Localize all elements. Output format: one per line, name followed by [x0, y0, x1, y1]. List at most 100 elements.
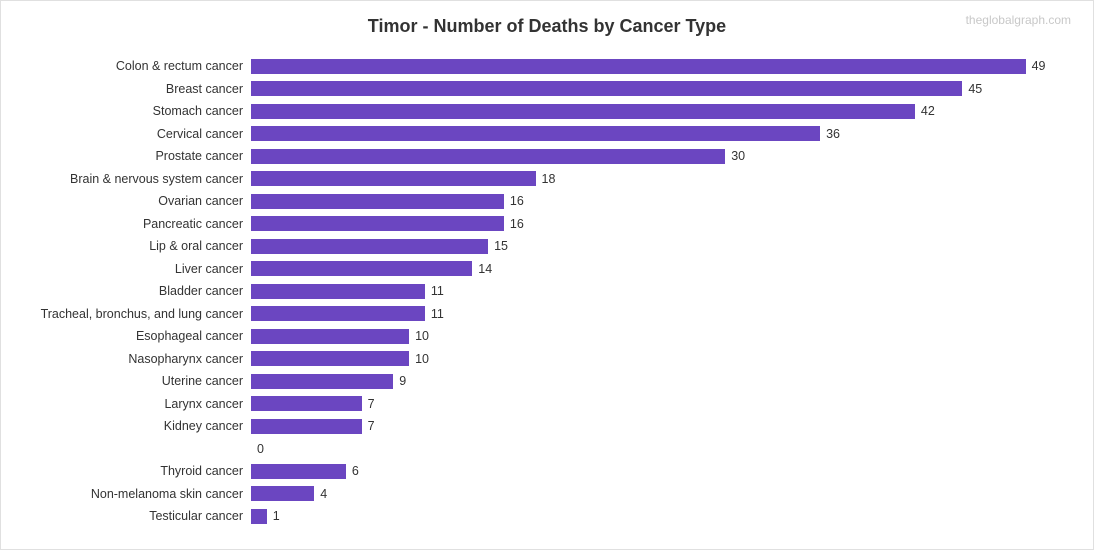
bar — [251, 419, 362, 434]
bar-track: 10 — [251, 348, 1073, 371]
value-label: 11 — [431, 284, 444, 298]
category-label: Prostate cancer — [21, 149, 251, 163]
bar — [251, 59, 1026, 74]
bar-row: Larynx cancer 7 — [21, 393, 1073, 416]
value-label: 6 — [352, 464, 359, 478]
chart-container: theglobalgraph.com Timor - Number of Dea… — [0, 0, 1094, 550]
bar-row: 0 — [21, 438, 1073, 461]
bar-track: 45 — [251, 78, 1073, 101]
bar — [251, 149, 725, 164]
bar-track: 42 — [251, 100, 1073, 123]
bar-row: Non-melanoma skin cancer 4 — [21, 483, 1073, 506]
bar — [251, 374, 393, 389]
bar-track: 11 — [251, 280, 1073, 303]
bar-row: Liver cancer 14 — [21, 258, 1073, 281]
bar-row: Testicular cancer 1 — [21, 505, 1073, 528]
bar-track: 36 — [251, 123, 1073, 146]
bar — [251, 171, 536, 186]
bar — [251, 284, 425, 299]
value-label: 9 — [399, 374, 406, 388]
value-label: 16 — [510, 194, 524, 208]
watermark-text: theglobalgraph.com — [966, 13, 1071, 27]
bar-track: 16 — [251, 213, 1073, 236]
bar — [251, 261, 472, 276]
category-label: Liver cancer — [21, 262, 251, 276]
bar-track: 4 — [251, 483, 1073, 506]
value-label: 18 — [542, 172, 556, 186]
bar-track: 30 — [251, 145, 1073, 168]
value-label: 15 — [494, 239, 508, 253]
bar — [251, 126, 820, 141]
category-label: Testicular cancer — [21, 509, 251, 523]
category-label: Brain & nervous system cancer — [21, 172, 251, 186]
category-label: Thyroid cancer — [21, 464, 251, 478]
bar-track: 9 — [251, 370, 1073, 393]
bar-row: Kidney cancer 7 — [21, 415, 1073, 438]
category-label: Stomach cancer — [21, 104, 251, 118]
bar-row: Ovarian cancer 16 — [21, 190, 1073, 213]
bar — [251, 194, 504, 209]
category-label: Ovarian cancer — [21, 194, 251, 208]
value-label: 49 — [1032, 59, 1046, 73]
bar-track: 14 — [251, 258, 1073, 281]
bar — [251, 239, 488, 254]
bar-track: 49 — [251, 55, 1073, 78]
value-label: 0 — [257, 442, 264, 456]
chart-title: Timor - Number of Deaths by Cancer Type — [21, 16, 1073, 37]
category-label: Tracheal, bronchus, and lung cancer — [21, 307, 251, 321]
value-label: 45 — [968, 82, 982, 96]
value-label: 11 — [431, 307, 444, 321]
bar-track: 11 — [251, 303, 1073, 326]
value-label: 30 — [731, 149, 745, 163]
bar-track: 18 — [251, 168, 1073, 191]
bar-row: Pancreatic cancer 16 — [21, 213, 1073, 236]
value-label: 1 — [273, 509, 280, 523]
bar-track: 6 — [251, 460, 1073, 483]
plot-area: Colon & rectum cancer49Breast cancer45 St… — [21, 55, 1073, 528]
bar — [251, 329, 409, 344]
category-label: Nasopharynx cancer — [21, 352, 251, 366]
category-label: Non-melanoma skin cancer — [21, 487, 251, 501]
bar-row: Lip & oral cancer 15 — [21, 235, 1073, 258]
category-label: Pancreatic cancer — [21, 217, 251, 231]
bar — [251, 104, 915, 119]
bar — [251, 486, 314, 501]
bar — [251, 351, 409, 366]
category-label: Cervical cancer — [21, 127, 251, 141]
bar-row: Bladder cancer 11 — [21, 280, 1073, 303]
value-label: 14 — [478, 262, 492, 276]
bar — [251, 81, 962, 96]
value-label: 4 — [320, 487, 327, 501]
value-label: 7 — [368, 397, 375, 411]
value-label: 16 — [510, 217, 524, 231]
bar-row: Brain & nervous system cancer 18 — [21, 168, 1073, 191]
bar-track: 7 — [251, 393, 1073, 416]
bar-row: Cervical cancer 36 — [21, 123, 1073, 146]
category-label: Lip & oral cancer — [21, 239, 251, 253]
bar-track: 1 — [251, 505, 1073, 528]
bar — [251, 216, 504, 231]
category-label: Bladder cancer — [21, 284, 251, 298]
bar-row: Esophageal cancer10 — [21, 325, 1073, 348]
bar-track: 0 — [251, 438, 1073, 461]
value-label: 7 — [368, 419, 375, 433]
bar — [251, 396, 362, 411]
bar — [251, 306, 425, 321]
bar-row: Breast cancer45 — [21, 78, 1073, 101]
bar-track: 15 — [251, 235, 1073, 258]
category-label: Kidney cancer — [21, 419, 251, 433]
category-label: Uterine cancer — [21, 374, 251, 388]
bar-row: Thyroid cancer 6 — [21, 460, 1073, 483]
category-label: Esophageal cancer — [21, 329, 251, 343]
value-label: 10 — [415, 352, 429, 366]
bar-row: Uterine cancer 9 — [21, 370, 1073, 393]
value-label: 36 — [826, 127, 840, 141]
bar-row: Nasopharynx cancer 10 — [21, 348, 1073, 371]
bar-track: 7 — [251, 415, 1073, 438]
value-label: 42 — [921, 104, 935, 118]
bar-row: Tracheal, bronchus, and lung cancer 11 — [21, 303, 1073, 326]
bar-row: Colon & rectum cancer49 — [21, 55, 1073, 78]
category-label: Larynx cancer — [21, 397, 251, 411]
bar-track: 16 — [251, 190, 1073, 213]
bar — [251, 509, 267, 524]
